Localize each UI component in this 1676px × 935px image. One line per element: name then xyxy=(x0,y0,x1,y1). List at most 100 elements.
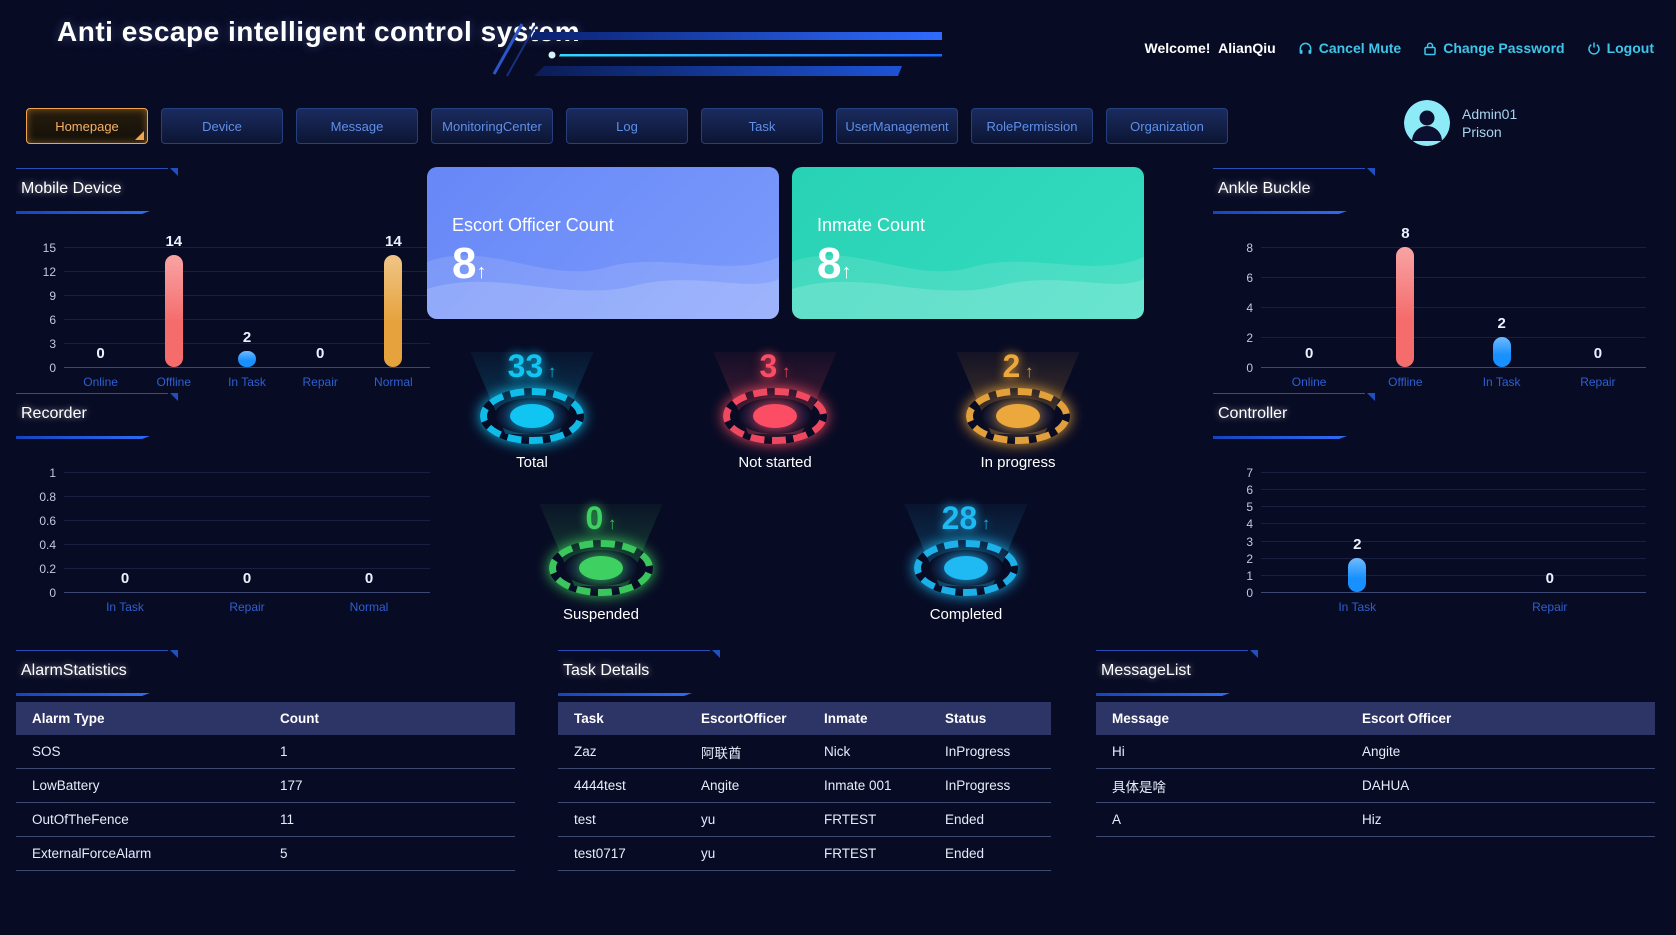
table-cell: test xyxy=(574,812,596,827)
bar-value-label: 0 xyxy=(1545,570,1554,587)
bar-value-label: 0 xyxy=(1593,345,1603,362)
panel-title: Mobile Device xyxy=(16,168,196,214)
user-box: Admin01 Prison xyxy=(1404,100,1517,146)
y-axis-tick: 12 xyxy=(42,265,56,279)
controller-chart: 0 1 2 3 4 5 6 7 2 In Task 0 Repair xyxy=(1221,451,1652,619)
power-icon xyxy=(1587,41,1601,56)
table-row: 4444test Angite Inmate 001 InProgress xyxy=(558,769,1051,803)
bar-slot-repair: 0 Repair xyxy=(1550,248,1646,389)
table-row: test0717 yu FRTEST Ended xyxy=(558,837,1051,871)
table-cell: SOS xyxy=(32,744,61,759)
table-cell: InProgress xyxy=(945,744,1011,759)
table-cell: ExternalForceAlarm xyxy=(32,846,152,861)
column-header-task: Task xyxy=(574,711,604,726)
bar-slot-normal: 0 Normal xyxy=(308,473,430,614)
y-axis-tick: 0 xyxy=(49,361,56,375)
tab-message[interactable]: Message xyxy=(296,108,418,144)
tab-monitoringcenter[interactable]: MonitoringCenter xyxy=(431,108,553,144)
table-cell: 177 xyxy=(280,778,303,793)
table-cell: FRTEST xyxy=(824,846,877,861)
tab-task[interactable]: Task xyxy=(701,108,823,144)
panel-title-message-list: MessageList xyxy=(1096,650,1276,696)
column-header-inmate: Inmate xyxy=(824,711,868,726)
change-password-button[interactable]: Change Password xyxy=(1423,40,1565,56)
category-label: In Task xyxy=(106,600,144,614)
column-header-message: Message xyxy=(1112,711,1170,726)
card-title: Inmate Count xyxy=(817,215,926,235)
table-cell: FRTEST xyxy=(824,812,877,827)
table-row: test yu FRTEST Ended xyxy=(558,803,1051,837)
tab-homepage[interactable]: Homepage xyxy=(26,108,148,144)
table-cell: test0717 xyxy=(574,846,626,861)
user-avatar[interactable] xyxy=(1404,100,1450,146)
y-axis-tick: 1 xyxy=(49,466,56,480)
bar xyxy=(1396,247,1415,367)
y-axis-tick: 6 xyxy=(49,313,56,327)
table-cell: Angite xyxy=(1362,744,1401,759)
tab-device[interactable]: Device xyxy=(161,108,283,144)
gauge-label: Not started xyxy=(738,454,812,471)
bar-slot-repair: 0 Repair xyxy=(284,248,357,389)
y-axis-tick: 0 xyxy=(1246,361,1253,375)
logout-button[interactable]: Logout xyxy=(1587,40,1654,56)
gauge-not-started: 3 ↑ Not started xyxy=(690,348,860,471)
nav-tabs: Homepage Device Message MonitoringCenter Log… xyxy=(26,108,1228,144)
table-cell: Ended xyxy=(945,812,985,827)
gauge-ring xyxy=(914,540,1018,596)
inmate-count-card: Inmate Count 8↑ xyxy=(792,167,1144,319)
tab-organization[interactable]: Organization xyxy=(1106,108,1228,144)
table-cell: 11 xyxy=(280,812,295,827)
column-header-alarm-type: Alarm Type xyxy=(32,711,105,726)
y-axis-tick: 4 xyxy=(1246,517,1253,532)
cancel-mute-button[interactable]: Cancel Mute xyxy=(1298,40,1401,56)
ankle-buckle-chart: 0 2 4 6 8 0 Online 8 Offline 2 In Task 0 Repair xyxy=(1221,225,1652,394)
y-axis-tick: 5 xyxy=(1246,500,1253,515)
category-label: Offline xyxy=(156,375,192,389)
y-axis-tick: 0.4 xyxy=(39,538,56,552)
bar-value-label: 2 xyxy=(1497,315,1506,332)
tab-usermanagement[interactable]: UserManagement xyxy=(836,108,958,144)
bar-slot-online: 0 Online xyxy=(1261,248,1357,389)
table-cell: Nick xyxy=(824,744,851,759)
category-label: In Task xyxy=(1338,600,1377,614)
tab-rolepermission[interactable]: RolePermission xyxy=(971,108,1093,144)
tab-log[interactable]: Log xyxy=(566,108,688,144)
panel-title: Controller xyxy=(1213,393,1393,439)
table-cell: yu xyxy=(701,846,716,861)
panel-recorder: Recorder 0 0.2 0.4 0.6 0.8 1 0 In Task 0 Repair 0 N… xyxy=(16,393,444,617)
table-cell: OutOfTheFence xyxy=(32,812,129,827)
panel-title: Ankle Buckle xyxy=(1213,168,1393,214)
escort-officer-count-card: Escort Officer Count 8↑ xyxy=(427,167,779,319)
category-label: Normal xyxy=(374,375,413,389)
table-cell: 4444test xyxy=(574,778,626,793)
table-cell: Angite xyxy=(701,778,740,793)
category-label: Repair xyxy=(302,375,338,389)
up-arrow-icon: ↑ xyxy=(476,261,487,283)
category-label: Normal xyxy=(349,600,389,614)
category-label: Online xyxy=(1291,375,1327,389)
mobile-device-chart: 0 3 6 9 12 15 0 Online 14 Offline 2 In Task 0 Repair 1… xyxy=(24,226,436,394)
category-label: Online xyxy=(83,375,118,389)
bar-value-label: 0 xyxy=(96,345,105,362)
wave-decoration xyxy=(792,255,1144,319)
table-cell: 阿联酋 xyxy=(701,745,742,761)
gauge-in-progress: 2 ↑ In progress xyxy=(933,348,1103,471)
y-axis-tick: 3 xyxy=(49,337,56,351)
column-header-status: Status xyxy=(945,711,987,726)
y-axis-tick: 1 xyxy=(1246,568,1253,583)
gauge-label: Completed xyxy=(929,606,1003,623)
bar-value-label: 0 xyxy=(364,570,374,587)
wave-decoration xyxy=(427,255,779,319)
message-list-table: Message Escort Officer Hi Angite 具体是啥 DAHUA A H… xyxy=(1096,702,1655,837)
bar-value-label: 0 xyxy=(242,570,252,587)
gauge-ring xyxy=(966,388,1070,444)
bar-value-label: 2 xyxy=(242,329,252,346)
column-header-escort-officer: Escort Officer xyxy=(1362,711,1452,726)
table-header-row: Alarm Type Count xyxy=(16,702,515,735)
table-cell: 5 xyxy=(280,846,288,861)
up-arrow-icon: ↑ xyxy=(777,362,791,381)
y-axis-tick: 2 xyxy=(1246,551,1253,566)
table-cell: Hi xyxy=(1112,744,1125,759)
bar xyxy=(1492,337,1511,367)
